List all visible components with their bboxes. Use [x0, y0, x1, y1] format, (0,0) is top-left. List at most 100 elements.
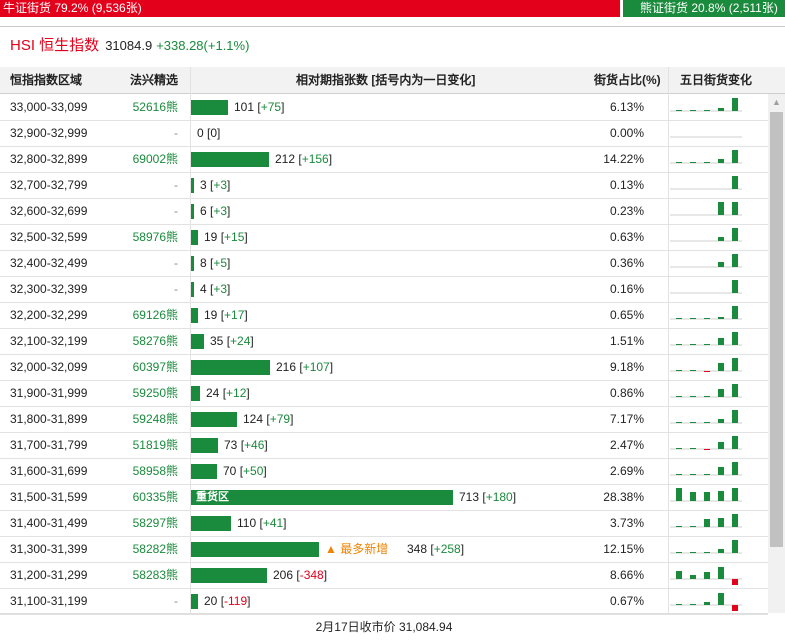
count-delta: +3	[213, 204, 228, 218]
range-cell: 32,800-32,899	[10, 152, 88, 166]
count-bar	[191, 464, 217, 479]
sparkline-bar	[676, 552, 682, 553]
bracket-open: [	[236, 464, 244, 478]
count-number: 3	[200, 178, 207, 192]
range-cell: 31,400-31,499	[10, 516, 88, 530]
product-code-link[interactable]: 58297熊	[132, 516, 178, 530]
range-cell: 32,300-32,399	[10, 282, 88, 296]
table-row[interactable]: 31,400-31,499 58297熊 110 [+41] 3.73%	[0, 510, 768, 537]
table-row[interactable]: 32,300-32,399 - 4 [+3] 0.16%	[0, 276, 768, 303]
table-row[interactable]: 31,900-31,999 59250熊 24 [+12] 0.86%	[0, 380, 768, 407]
table-row[interactable]: 31,500-31,599 60335熊 重货区 713 [+180] 28.38%	[0, 484, 768, 511]
table-row[interactable]: 31,600-31,699 58958熊 70 [+50] 2.69%	[0, 458, 768, 485]
count-bar	[191, 282, 194, 297]
table-row[interactable]: 32,600-32,699 - 6 [+3] 0.23%	[0, 198, 768, 225]
bear-ratio-segment: 熊证街货 20.8% (2,511张)	[620, 0, 785, 17]
count-value: 20 [-119]	[204, 588, 251, 614]
five-day-sparkline	[670, 567, 742, 585]
bracket-open: [	[256, 516, 263, 530]
bracket-close: ]	[217, 126, 221, 140]
sparkline-bar	[732, 332, 738, 345]
table-row[interactable]: 32,700-32,799 - 3 [+3] 0.13%	[0, 172, 768, 199]
count-number: 4	[200, 282, 207, 296]
sparkline-bar	[732, 462, 738, 475]
table-row[interactable]: 32,900-32,999 - 0 [0] 0.00%	[0, 120, 768, 147]
count-delta: +79	[269, 412, 291, 426]
product-code-link[interactable]: 60397熊	[132, 360, 178, 374]
table-row[interactable]: 32,200-32,299 69126熊 19 [+17] 0.65%	[0, 302, 768, 329]
count-number: 713	[459, 490, 480, 504]
count-bar	[191, 256, 194, 271]
table-row[interactable]: 32,100-32,199 58276熊 35 [+24] 1.51%	[0, 328, 768, 355]
count-bar	[191, 308, 198, 323]
product-code-link[interactable]: 60335熊	[132, 490, 178, 504]
count-number: 8	[200, 256, 207, 270]
count-bar	[191, 152, 269, 167]
five-day-sparkline	[670, 410, 742, 424]
table-row[interactable]: 32,500-32,599 58976熊 19 [+15] 0.63%	[0, 224, 768, 251]
table-row[interactable]: 31,200-31,299 58283熊 206 [-348] 8.66%	[0, 562, 768, 589]
count-number: 212	[275, 152, 296, 166]
vertical-scrollbar[interactable]: ▲	[768, 94, 785, 613]
product-code-link[interactable]: 59250熊	[132, 386, 178, 400]
bracket-close: ]	[460, 542, 465, 556]
table-row[interactable]: 32,800-32,899 69002熊 212 [+156] 14.22%	[0, 146, 768, 173]
header-bar: 相对期指张数 [括号内为一日变化]	[296, 73, 476, 87]
count-value: 6 [+3]	[200, 198, 230, 224]
count-number: 348	[407, 542, 428, 556]
share-percent: 7.17%	[609, 412, 644, 426]
count-value: 70 [+50]	[223, 458, 267, 484]
table-row[interactable]: 31,300-31,399 58282熊 ▲ 最多新增 348 [+258] 12.15…	[0, 536, 768, 563]
count-bar	[191, 412, 237, 427]
count-number: 20	[204, 594, 218, 608]
product-code-link[interactable]: 52616熊	[132, 100, 178, 114]
product-code-link[interactable]: 69126熊	[132, 308, 178, 322]
scrollbar-thumb[interactable]	[770, 112, 783, 547]
count-value: 0 [0]	[197, 120, 220, 146]
range-cell: 31,100-31,199	[10, 594, 88, 608]
count-value: 212 [+156]	[275, 146, 332, 172]
share-percent: 9.18%	[609, 360, 644, 374]
count-delta: -119	[224, 594, 248, 608]
bracket-close: ]	[227, 204, 231, 218]
count-delta: +46	[244, 438, 265, 452]
max-increase-marker: ▲ 最多新增	[325, 542, 389, 556]
range-cell: 31,500-31,599	[10, 490, 88, 504]
count-delta: +180	[485, 490, 513, 504]
sparkline-bar	[704, 344, 710, 345]
five-day-sparkline	[670, 228, 742, 242]
product-code-link[interactable]: 58976熊	[132, 230, 178, 244]
five-day-sparkline	[670, 514, 742, 528]
table-row[interactable]: 32,000-32,099 60397熊 216 [+107] 9.18%	[0, 354, 768, 381]
scroll-up-arrow-icon[interactable]: ▲	[772, 97, 781, 107]
count-number: 206	[273, 568, 294, 582]
product-code-link[interactable]: 58276熊	[132, 334, 178, 348]
table-row[interactable]: 31,800-31,899 59248熊 124 [+79] 7.17%	[0, 406, 768, 433]
count-value: 124 [+79]	[243, 406, 293, 432]
table-row[interactable]: 32,400-32,499 - 8 [+5] 0.36%	[0, 250, 768, 277]
bracket-close: ]	[250, 334, 254, 348]
sparkline-bar	[704, 371, 710, 372]
table-row[interactable]: 33,000-33,099 52616熊 101 [+75] 6.13%	[0, 94, 768, 121]
count-value: 216 [+107]	[276, 354, 333, 380]
sparkline-bar	[718, 442, 724, 449]
sparkline-bar	[704, 449, 710, 450]
product-code-link[interactable]: 58282熊	[132, 542, 178, 556]
table-row[interactable]: 31,700-31,799 51819熊 73 [+46] 2.47%	[0, 432, 768, 459]
product-code-link: -	[174, 204, 178, 218]
product-code-link[interactable]: 51819熊	[132, 438, 178, 452]
range-cell: 32,900-32,999	[10, 126, 88, 140]
range-cell: 32,700-32,799	[10, 178, 88, 192]
product-code-link[interactable]: 59248熊	[132, 412, 178, 426]
product-code-link[interactable]: 58958熊	[132, 464, 178, 478]
product-code-link[interactable]: 69002熊	[132, 152, 178, 166]
sparkline-bar	[690, 604, 696, 605]
bracket-close: ]	[227, 256, 231, 270]
bracket-open: [	[206, 178, 214, 192]
count-number: 101	[234, 100, 255, 114]
product-code-link[interactable]: 58283熊	[132, 568, 178, 582]
sparkline-bar	[704, 492, 710, 501]
table-row[interactable]: 31,100-31,199 - 20 [-119] 0.67%	[0, 588, 768, 615]
product-code-link: -	[174, 594, 178, 608]
count-delta: +12	[226, 386, 247, 400]
